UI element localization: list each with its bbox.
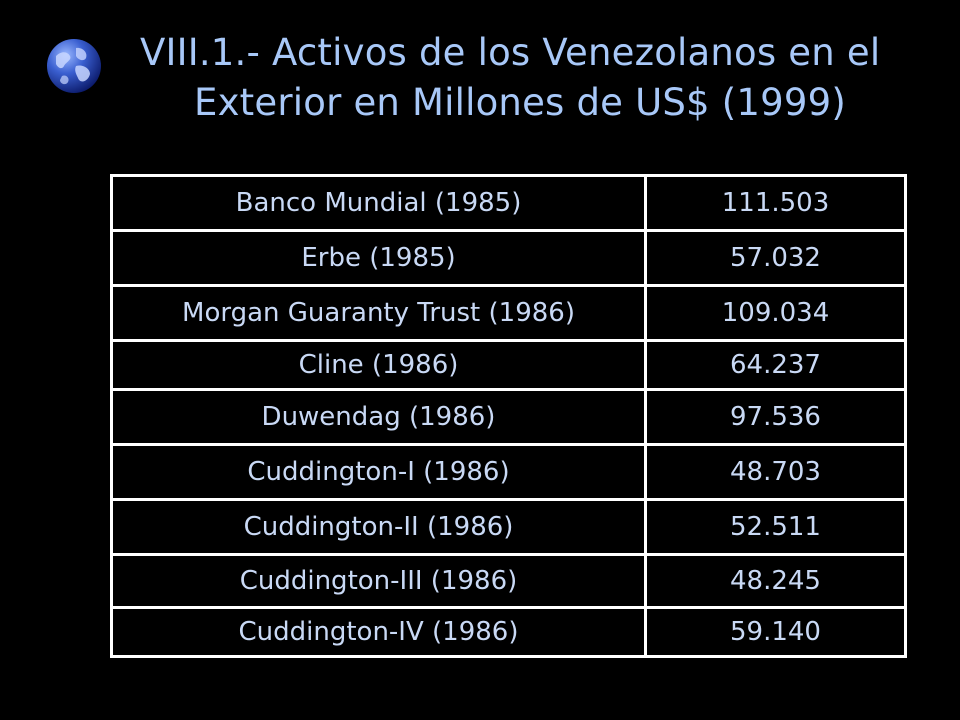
row-value: 52.511 <box>730 512 821 542</box>
row-value: 97.536 <box>730 402 821 432</box>
row-value: 64.237 <box>730 350 821 380</box>
row-label: Cuddington-IV (1986) <box>113 609 647 655</box>
row-value: 109.034 <box>721 298 830 328</box>
table-row: Banco Mundial (1985) 111.503 <box>110 174 907 232</box>
table-row: Morgan Guaranty Trust (1986) 109.034 <box>110 284 907 342</box>
table-row: Cuddington-II (1986) 52.511 <box>110 498 907 556</box>
row-value: 48.703 <box>730 457 821 487</box>
row-label: Erbe (1985) <box>113 232 647 284</box>
row-value: 111.503 <box>721 188 830 218</box>
slide-title: VIII.1.- Activos de los Venezolanos en e… <box>110 28 930 128</box>
table-row: Erbe (1985) 57.032 <box>110 229 907 287</box>
row-label: Cuddington-III (1986) <box>113 556 647 606</box>
row-value: 59.140 <box>730 617 821 647</box>
row-label: Cuddington-II (1986) <box>113 501 647 553</box>
table-row: Duwendag (1986) 97.536 <box>110 388 907 446</box>
row-label: Cline (1986) <box>113 342 647 388</box>
row-value: 48.245 <box>730 566 821 596</box>
row-label: Duwendag (1986) <box>113 391 647 443</box>
assets-table: Banco Mundial (1985) 111.503 Erbe (1985)… <box>110 174 907 658</box>
table-row: Cuddington-IV (1986) 59.140 <box>110 606 907 658</box>
globe-icon <box>47 39 101 93</box>
table-row: Cline (1986) 64.237 <box>110 339 907 391</box>
title-line-1: VIII.1.- Activos de los Venezolanos en e… <box>140 31 881 74</box>
row-label: Banco Mundial (1985) <box>113 177 647 229</box>
table-row: Cuddington-III (1986) 48.245 <box>110 553 907 609</box>
row-label: Morgan Guaranty Trust (1986) <box>113 287 647 339</box>
title-line-2: Exterior en Millones de US$ (1999) <box>194 81 846 124</box>
table-row: Cuddington-I (1986) 48.703 <box>110 443 907 501</box>
row-value: 57.032 <box>730 243 821 273</box>
row-label: Cuddington-I (1986) <box>113 446 647 498</box>
